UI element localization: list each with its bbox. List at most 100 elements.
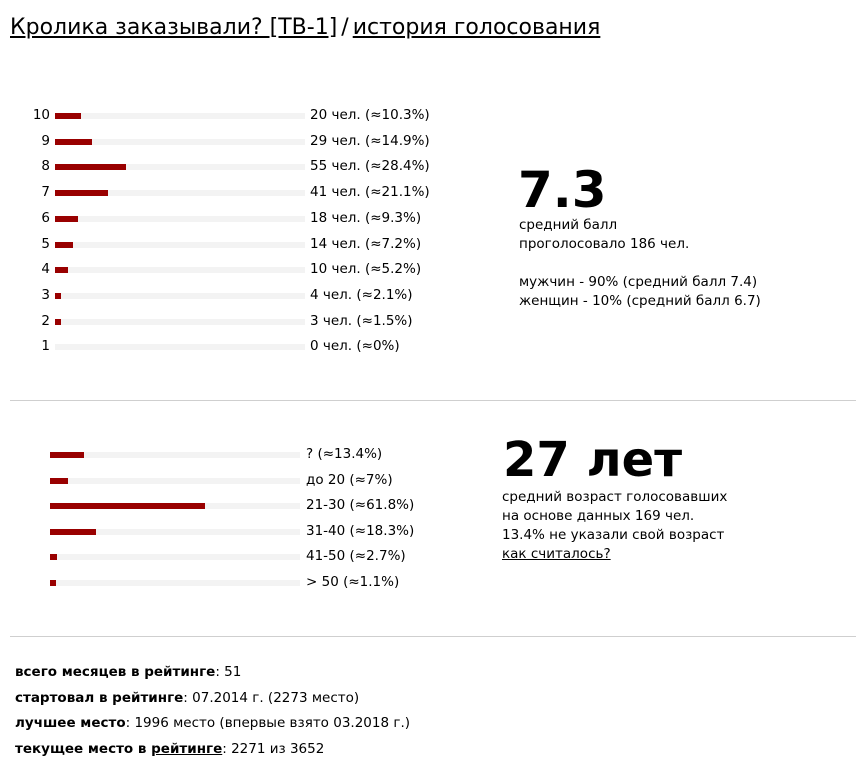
bar-fill <box>55 215 78 222</box>
stat-label: стартовал в рейтинге <box>15 689 184 706</box>
bar-track <box>55 138 305 145</box>
bar-track <box>55 164 305 171</box>
rating-row: 3 4 чел. (≈2.1%) <box>0 285 500 305</box>
bar-value-text: > 50 (≈1.1%) <box>306 574 400 590</box>
divider <box>10 400 856 401</box>
bar-track <box>50 528 300 535</box>
bar-track <box>50 554 300 561</box>
stat-value: : 51 <box>215 664 242 680</box>
bar-value-text: 29 чел. (≈14.9%) <box>310 132 430 149</box>
voters-count: проголосовало 186 чел. <box>519 236 690 252</box>
rating-row: 7 41 чел. (≈21.1%) <box>0 182 500 202</box>
bar-value-text: 41 чел. (≈21.1%) <box>310 184 430 201</box>
bar-value-text: 14 чел. (≈7.2%) <box>310 235 422 252</box>
bar-value-text: до 20 (≈7%) <box>306 471 393 488</box>
average-score-label: средний балл <box>519 217 618 233</box>
men-stat: мужчин - 90% (средний балл 7.4) <box>519 274 758 290</box>
bar-track <box>55 318 305 325</box>
age-row: 31-40 (≈18.3%) <box>0 521 500 541</box>
score-label: 6 <box>41 209 50 226</box>
title-separator: / <box>341 15 349 40</box>
age-row: ? (≈13.4%) <box>0 444 500 464</box>
rating-row: 2 3 чел. (≈1.5%) <box>0 311 500 331</box>
title-link[interactable]: Кролика заказывали? [ТВ-1] <box>10 15 338 40</box>
score-label: 3 <box>41 286 50 303</box>
stat-current: текущее место в рейтинге: 2271 из 3652 <box>15 737 410 763</box>
age-row: 21-30 (≈61.8%) <box>0 495 500 515</box>
stat-started: стартовал в рейтинге: 07.2014 г. (2273 м… <box>15 686 410 712</box>
history-link[interactable]: история голосования <box>352 15 601 40</box>
bar-fill <box>50 477 68 484</box>
bar-track <box>55 344 305 351</box>
rating-row: 10 20 чел. (≈10.3%) <box>0 105 500 125</box>
rating-row: 5 14 чел. (≈7.2%) <box>0 234 500 254</box>
bar-value-text: ? (≈13.4%) <box>306 446 383 462</box>
bar-value-text: 55 чел. (≈28.4%) <box>310 158 430 175</box>
bar-value-text: 0 чел. (≈0%) <box>310 338 400 355</box>
rating-link[interactable]: рейтинге <box>151 740 223 757</box>
age-row: до 20 (≈7%) <box>0 470 500 490</box>
rating-row: 6 18 чел. (≈9.3%) <box>0 208 500 228</box>
bar-track <box>55 292 305 299</box>
stat-value: : 1996 место (впервые взято 03.2018 г.) <box>125 715 410 731</box>
average-score: 7.3 <box>518 161 607 219</box>
rating-row: 9 29 чел. (≈14.9%) <box>0 131 500 151</box>
bar-value-text: 41-50 (≈2.7%) <box>306 548 406 565</box>
score-label: 1 <box>41 338 50 355</box>
bar-value-text: 20 чел. (≈10.3%) <box>310 107 430 123</box>
stat-best: лучшее место: 1996 место (впервые взято … <box>15 711 410 737</box>
bar-track <box>50 580 300 586</box>
divider <box>10 636 856 637</box>
bar-fill <box>50 528 96 535</box>
score-label: 5 <box>41 235 50 252</box>
age-summary: средний возраст голосовавших на основе д… <box>502 488 727 564</box>
bar-fill <box>55 241 73 248</box>
bar-fill <box>50 580 56 586</box>
average-age: 27 лет <box>503 432 683 488</box>
rating-stats: всего месяцев в рейтинге: 51 стартовал в… <box>15 660 410 762</box>
bar-fill <box>55 318 61 325</box>
bar-value-text: 10 чел. (≈5.2%) <box>310 261 422 278</box>
stat-label: текущее место в рейтинге <box>15 740 223 757</box>
score-label: 7 <box>41 184 50 201</box>
rating-row: 8 55 чел. (≈28.4%) <box>0 156 500 176</box>
bar-fill <box>50 503 205 510</box>
rating-row: 4 10 чел. (≈5.2%) <box>0 259 500 279</box>
bar-track <box>55 190 305 197</box>
stat-label: лучшее место <box>15 715 126 731</box>
stat-value: : 07.2014 г. (2273 место) <box>183 689 360 706</box>
women-stat: женщин - 10% (средний балл 6.7) <box>519 293 761 309</box>
bar-track <box>55 241 305 248</box>
score-label: 10 <box>32 107 50 123</box>
stat-months: всего месяцев в рейтинге: 51 <box>15 660 410 686</box>
bar-fill <box>55 292 61 299</box>
bar-value-text: 4 чел. (≈2.1%) <box>310 286 413 303</box>
bar-value-text: 18 чел. (≈9.3%) <box>310 209 422 226</box>
bar-value-text: 31-40 (≈18.3%) <box>306 522 415 539</box>
bar-track <box>55 215 305 222</box>
bar-value-text: 3 чел. (≈1.5%) <box>310 312 413 329</box>
score-label: 4 <box>41 261 50 278</box>
age-line-2: на основе данных 169 чел. <box>502 508 695 524</box>
age-line-3: 13.4% не указали свой возраст <box>502 527 725 543</box>
stat-value: : 2271 из 3652 <box>222 740 325 757</box>
bar-track <box>50 477 300 484</box>
page-heading: Кролика заказывали? [ТВ-1] / история голос… <box>10 14 600 42</box>
age-row: 41-50 (≈2.7%) <box>0 546 500 566</box>
bar-track <box>50 452 300 458</box>
how-calculated-link[interactable]: как считалось? <box>502 546 611 562</box>
bar-track <box>50 503 300 510</box>
bar-fill <box>50 554 57 561</box>
rating-row: 1 0 чел. (≈0%) <box>0 336 500 356</box>
bar-track <box>55 113 305 119</box>
bar-fill <box>55 190 108 197</box>
bar-fill <box>55 113 81 119</box>
age-row: > 50 (≈1.1%) <box>0 572 500 592</box>
bar-track <box>55 267 305 274</box>
bar-fill <box>55 164 126 171</box>
bar-fill <box>55 138 92 145</box>
rating-summary: средний балл проголосовало 186 чел. мужч… <box>519 216 761 311</box>
stat-label: всего месяцев в рейтинге <box>15 664 216 680</box>
score-label: 9 <box>41 132 50 149</box>
bar-fill <box>50 452 84 458</box>
